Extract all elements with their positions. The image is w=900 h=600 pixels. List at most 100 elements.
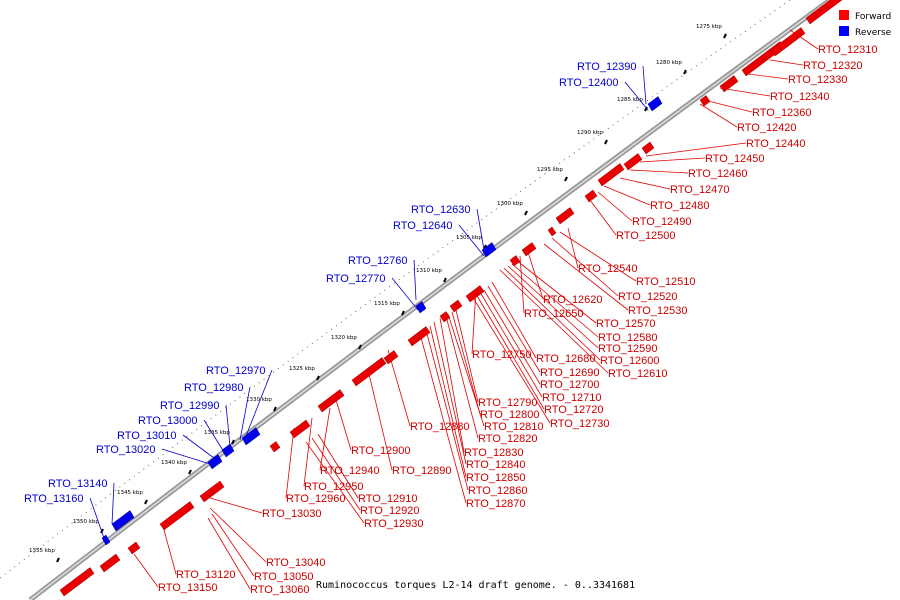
forward-gene-label[interactable]: RTO_12880 xyxy=(410,421,470,433)
forward-gene-label[interactable]: RTO_12960 xyxy=(286,493,346,505)
forward-gene-label[interactable]: RTO_12340 xyxy=(770,91,830,103)
forward-gene-label[interactable]: RTO_12860 xyxy=(468,485,528,497)
scale-tick-label: 1350 kbp xyxy=(73,519,99,525)
forward-gene-label[interactable]: RTO_12720 xyxy=(544,404,604,416)
forward-leader-line xyxy=(479,291,543,398)
forward-gene-label[interactable]: RTO_12500 xyxy=(616,230,676,242)
forward-gene-label[interactable]: RTO_12310 xyxy=(818,44,878,56)
forward-gene-label[interactable]: RTO_12490 xyxy=(632,216,692,228)
reverse-gene-label[interactable]: RTO_13020 xyxy=(96,444,156,456)
forward-gene-label[interactable]: RTO_12790 xyxy=(478,397,538,409)
reverse-gene-label[interactable]: RTO_13000 xyxy=(138,415,198,427)
forward-gene-label[interactable]: RTO_12650 xyxy=(524,308,584,320)
reverse-gene-label[interactable]: RTO_12980 xyxy=(184,382,244,394)
forward-gene-label[interactable]: RTO_12580 xyxy=(598,332,658,344)
forward-gene-label[interactable]: RTO_13060 xyxy=(250,584,310,596)
reverse-gene-block xyxy=(481,242,497,258)
forward-gene-label[interactable]: RTO_12590 xyxy=(598,343,658,355)
legend: Forward Reverse xyxy=(839,10,892,38)
forward-leader-line xyxy=(455,309,479,403)
scale-tick-mark xyxy=(644,106,648,112)
reverse-gene-label[interactable]: RTO_12760 xyxy=(348,255,408,267)
forward-gene-label[interactable]: RTO_12470 xyxy=(670,184,730,196)
forward-leader-line xyxy=(551,237,619,297)
forward-gene-label[interactable]: RTO_12730 xyxy=(550,418,610,430)
reverse-leader-line xyxy=(239,386,251,441)
forward-gene-label[interactable]: RTO_12800 xyxy=(480,409,540,421)
forward-leader-line xyxy=(789,29,819,50)
forward-gene-label[interactable]: RTO_12510 xyxy=(636,276,696,288)
forward-gene-label[interactable]: RTO_12750 xyxy=(472,349,532,361)
forward-gene-label[interactable]: RTO_12930 xyxy=(364,518,424,530)
forward-gene-label[interactable]: RTO_13120 xyxy=(176,569,236,581)
reverse-gene-label[interactable]: RTO_12400 xyxy=(559,77,619,89)
forward-gene-label[interactable]: RTO_12840 xyxy=(466,459,526,471)
reverse-gene-label[interactable]: RTO_12390 xyxy=(577,61,637,73)
scale-tick-label: 1315 kbp xyxy=(374,301,400,307)
forward-gene-label[interactable]: RTO_12690 xyxy=(540,367,600,379)
forward-gene-label[interactable]: RTO_13150 xyxy=(158,582,218,594)
forward-gene-block xyxy=(719,75,739,93)
scale-tick-mark xyxy=(524,210,528,216)
forward-gene-block xyxy=(127,541,141,555)
forward-gene-label[interactable]: RTO_12420 xyxy=(737,122,797,134)
forward-gene-label[interactable]: RTO_12330 xyxy=(788,74,848,86)
forward-gene-label[interactable]: RTO_12870 xyxy=(466,498,526,510)
forward-gene-label[interactable]: RTO_12620 xyxy=(543,294,603,306)
forward-gene-label[interactable]: RTO_12940 xyxy=(320,465,380,477)
forward-gene-block xyxy=(407,326,431,347)
forward-leader-line xyxy=(699,103,738,128)
scale-tick-label: 1295 kbp xyxy=(537,167,563,173)
scale-tick-mark xyxy=(100,528,104,534)
reverse-gene-label[interactable]: RTO_12640 xyxy=(393,220,453,232)
forward-gene-label[interactable]: RTO_12440 xyxy=(746,138,806,150)
forward-gene-label[interactable]: RTO_12910 xyxy=(358,493,418,505)
reverse-gene-label[interactable]: RTO_12630 xyxy=(411,204,471,216)
forward-gene-label[interactable]: RTO_12520 xyxy=(618,291,678,303)
forward-leader-line xyxy=(499,269,609,374)
forward-gene-label[interactable]: RTO_12570 xyxy=(596,318,656,330)
forward-gene-label[interactable]: RTO_12890 xyxy=(392,465,452,477)
forward-gene-block xyxy=(547,226,557,237)
reverse-gene-label[interactable]: RTO_12770 xyxy=(326,273,386,285)
forward-gene-label[interactable]: RTO_13040 xyxy=(266,557,326,569)
forward-gene-label[interactable]: RTO_12850 xyxy=(466,472,526,484)
forward-gene-label[interactable]: RTO_12360 xyxy=(752,107,812,119)
scale-tick-label: 1355 kbp xyxy=(29,548,55,554)
forward-gene-label[interactable]: RTO_12900 xyxy=(351,445,411,457)
reverse-gene-label[interactable]: RTO_12970 xyxy=(206,365,266,377)
scale-tick-mark xyxy=(316,375,320,381)
reverse-gene-label[interactable]: RTO_13140 xyxy=(48,478,108,490)
forward-leader-line xyxy=(769,59,804,66)
forward-gene-label[interactable]: RTO_12920 xyxy=(360,505,420,517)
forward-gene-label[interactable]: RTO_12830 xyxy=(464,447,524,459)
forward-gene-label[interactable]: RTO_12450 xyxy=(705,153,765,165)
forward-gene-label[interactable]: RTO_12530 xyxy=(628,305,688,317)
scale-tick-mark xyxy=(358,344,362,350)
forward-gene-label[interactable]: RTO_12540 xyxy=(578,263,638,275)
reverse-gene-label[interactable]: RTO_12990 xyxy=(160,400,220,412)
forward-gene-label[interactable]: RTO_12710 xyxy=(542,392,602,404)
forward-gene-label[interactable]: RTO_12600 xyxy=(600,355,660,367)
reverse-leader-line xyxy=(245,369,273,437)
forward-gene-label[interactable]: RTO_12480 xyxy=(650,200,710,212)
reverse-leader-line xyxy=(111,482,115,525)
reverse-gene-label[interactable]: RTO_13010 xyxy=(117,430,177,442)
forward-leader-line xyxy=(133,553,159,588)
forward-leader-line xyxy=(419,333,467,504)
gene-features xyxy=(59,0,843,597)
forward-gene-label[interactable]: RTO_12610 xyxy=(608,368,668,380)
forward-gene-label[interactable]: RTO_12460 xyxy=(688,168,748,180)
forward-gene-label[interactable]: RTO_12820 xyxy=(478,433,538,445)
legend-reverse-label: Reverse xyxy=(855,28,892,38)
forward-leader-line xyxy=(471,295,551,424)
forward-gene-label[interactable]: RTO_13050 xyxy=(254,571,314,583)
forward-gene-label[interactable]: RTO_12680 xyxy=(536,353,596,365)
scale-tick-label: 1335 kbp xyxy=(204,430,230,436)
forward-gene-label[interactable]: RTO_12950 xyxy=(304,481,364,493)
reverse-gene-label[interactable]: RTO_13160 xyxy=(24,493,84,505)
forward-gene-label[interactable]: RTO_12810 xyxy=(484,421,544,433)
forward-gene-label[interactable]: RTO_12320 xyxy=(803,60,863,72)
forward-gene-label[interactable]: RTO_13030 xyxy=(262,508,322,520)
forward-gene-label[interactable]: RTO_12700 xyxy=(540,379,600,391)
